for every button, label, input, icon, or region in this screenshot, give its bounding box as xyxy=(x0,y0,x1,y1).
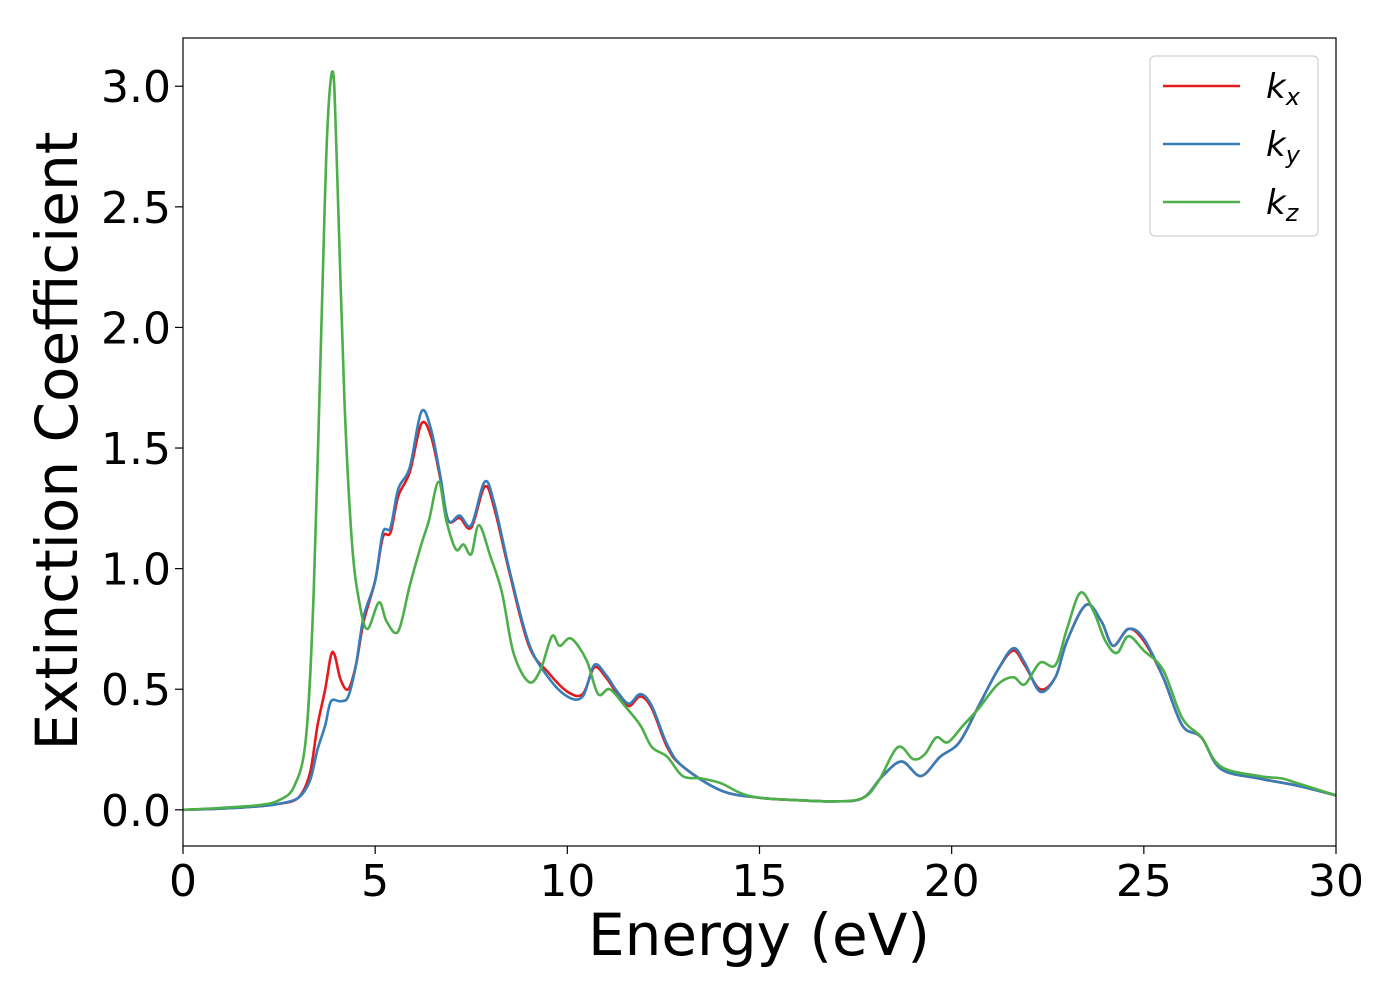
y-tick-label: 1.0 xyxy=(101,545,171,596)
x-tick-label: 20 xyxy=(924,856,980,907)
x-tick-label: 5 xyxy=(361,856,389,907)
legend-label-kz: kz xyxy=(1266,183,1300,227)
x-tick-label: 0 xyxy=(169,856,197,907)
legend-label-ky: ky xyxy=(1266,125,1301,169)
y-tick-label: 3.0 xyxy=(101,62,171,113)
y-tick-label: 1.5 xyxy=(101,424,171,475)
legend: kx ky kz xyxy=(1149,55,1319,237)
x-tick-label: 25 xyxy=(1116,856,1172,907)
x-tick-label: 15 xyxy=(732,856,788,907)
series-line-kz xyxy=(182,70,1337,812)
x-axis-title: Energy (eV) xyxy=(588,901,930,969)
x-tick-label: 30 xyxy=(1308,856,1364,907)
y-tick-label: 0.5 xyxy=(101,665,171,716)
legend-label-kx: kx xyxy=(1266,67,1301,111)
y-tick-label: 2.5 xyxy=(101,183,171,234)
y-axis-title: Extinction Coefficient xyxy=(23,132,91,751)
legend-box xyxy=(1149,55,1319,237)
y-tick-label: 2.0 xyxy=(101,303,171,354)
series-line-ky xyxy=(182,408,1337,812)
y-tick-label: 0.0 xyxy=(101,786,171,837)
series-layer xyxy=(182,70,1337,812)
x-tick-label: 10 xyxy=(539,856,595,907)
axes-layer: 0 5 10 15 20 25 30 0.0 0.5 1.0 1.5 2.0 2.5 3.0 xyxy=(101,37,1364,907)
